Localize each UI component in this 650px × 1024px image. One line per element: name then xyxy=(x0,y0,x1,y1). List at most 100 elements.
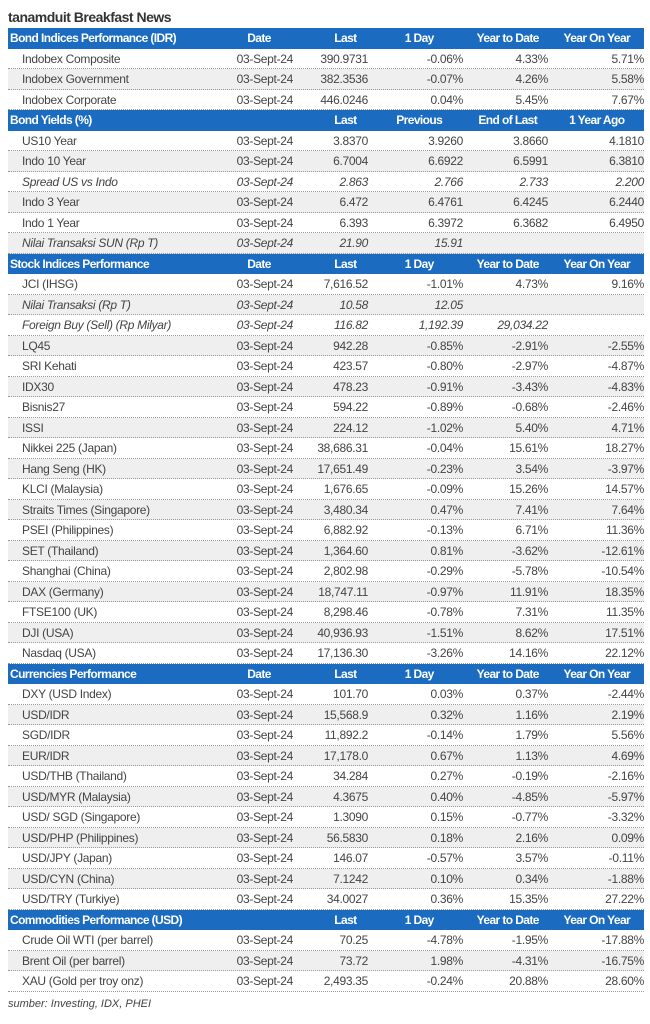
table-cell: 0.15% xyxy=(430,810,463,824)
table-cell: Indo 1 Year xyxy=(22,215,80,230)
table-cell: 7,616.52 xyxy=(323,277,369,291)
table-cell: 15.61% xyxy=(509,441,548,455)
header-cell xyxy=(210,910,299,931)
table-cell: Nilai Transaksi SUN (Rp T) xyxy=(22,236,158,250)
source-note: sumber: Investing, IDX, PHEI xyxy=(8,997,152,1010)
table-cell: 40,936.93 xyxy=(317,625,368,640)
header-cell: Year to Date xyxy=(476,256,540,271)
table-cell: DJI (USA) xyxy=(22,625,74,640)
table-cell: -4.87% xyxy=(607,359,645,373)
table-cell: 03-Sept-24 xyxy=(236,974,294,988)
table-cell: -2.97% xyxy=(511,359,549,373)
table-cell: 8,298.46 xyxy=(323,605,369,619)
table-cell: 423.57 xyxy=(333,359,368,373)
table-cell: 34.284 xyxy=(333,769,368,783)
table-cell: 1.13% xyxy=(515,748,548,763)
table-cell: 0.37% xyxy=(515,687,548,701)
table-cell: USD/IDR xyxy=(22,707,70,722)
table-cell: 942.28 xyxy=(333,338,368,353)
table-cell: 2.766 xyxy=(434,174,463,189)
header-cell: 1 Year Ago xyxy=(569,113,625,127)
table-cell: 14.57% xyxy=(605,482,644,496)
table-cell: -1.01% xyxy=(426,277,464,291)
table-row: PSEI (Philippines) 03-Sept-24 6,882.92 -0.1… xyxy=(8,520,644,541)
table-cell: 7.41% xyxy=(515,502,548,517)
table-cell: Straits Times (Singapore) xyxy=(22,502,150,517)
table-cell: 03-Sept-24 xyxy=(236,359,294,373)
table-cell: 101.70 xyxy=(333,687,368,701)
table-cell: 14.16% xyxy=(509,646,548,660)
header-cell: Date xyxy=(247,256,271,271)
table-cell: 12.05 xyxy=(434,297,463,312)
header-cell: Commodities Performance (USD) xyxy=(10,912,183,927)
header-cell: 1 Day xyxy=(404,256,435,271)
table-cell: SET (Thailand) xyxy=(22,543,99,558)
table-row: Foreign Buy (Sell) (Rp Milyar) 03-Sept-24… xyxy=(8,315,644,336)
table-row: Hang Seng (HK) 03-Sept-24 17,651.49 -0.23% 3… xyxy=(8,458,644,479)
table-cell: 03-Sept-24 xyxy=(236,400,294,414)
header-cell: Year to Date xyxy=(476,666,540,681)
table-cell: 03-Sept-24 xyxy=(236,461,294,476)
table-row: SET (Thailand) 03-Sept-24 1,364.60 0.81% -3.… xyxy=(8,540,644,561)
table-cell: -0.07% xyxy=(426,72,464,86)
table-cell: 56.5830 xyxy=(326,830,369,845)
table-cell: -1.88% xyxy=(607,871,645,886)
table-cell xyxy=(548,233,644,253)
table-cell: -4.31% xyxy=(511,953,549,968)
table-cell: 4.33% xyxy=(515,51,548,66)
header-cell: 1 Day xyxy=(404,912,435,927)
table-cell: 03-Sept-24 xyxy=(236,338,294,353)
table-cell: 1,192.39 xyxy=(418,318,464,332)
table-cell: 390.9731 xyxy=(320,51,368,66)
table-cell: 03-Sept-24 xyxy=(236,810,294,824)
table-row: USD/MYR (Malaysia) 03-Sept-24 4.3675 0.40% -… xyxy=(8,786,644,807)
table-cell: 5.45% xyxy=(515,92,548,107)
table-cell: Spread US vs Indo xyxy=(22,174,118,189)
table-cell: -1.95% xyxy=(511,933,549,947)
header-cell xyxy=(210,110,299,131)
table-cell: Shanghai (China) xyxy=(22,564,111,578)
header-cell: Date xyxy=(247,666,271,681)
table-cell: -5.78% xyxy=(511,564,549,578)
header-cell: Year On Year xyxy=(563,666,631,681)
table-row: USD/IDR 03-Sept-24 15,568.9 0.32% 1.16% 2.19% xyxy=(8,704,644,725)
table-cell: 8.62% xyxy=(515,625,548,640)
section-header: Bond Indices Performance (IDR) Date Last 1 … xyxy=(8,28,644,49)
table-cell: -1.02% xyxy=(426,420,464,435)
table-cell: LQ45 xyxy=(22,338,51,353)
table-cell: 03-Sept-24 xyxy=(236,154,294,168)
table-cell: -4.83% xyxy=(607,379,645,394)
table-cell: US10 Year xyxy=(22,133,77,148)
table-cell: 0.67% xyxy=(430,748,463,763)
table-cell: USD/PHP (Philippines) xyxy=(22,830,139,845)
table-cell: 11,892.2 xyxy=(324,728,369,742)
table-cell: -10.54% xyxy=(601,564,644,578)
table-cell: EUR/IDR xyxy=(22,748,70,763)
section-header: Currencies Performance Date Last 1 Day Year … xyxy=(8,663,644,684)
table-cell: 18.27% xyxy=(605,441,644,455)
table-cell: 7.31% xyxy=(515,605,548,619)
table-cell: -0.19% xyxy=(511,769,549,783)
table-cell: XAU (Gold per troy onz) xyxy=(22,974,144,988)
table-cell: -16.75% xyxy=(601,953,644,968)
table-cell: 03-Sept-24 xyxy=(236,297,294,312)
table-row: DJI (USA) 03-Sept-24 40,936.93 -1.51% 8.62% 1… xyxy=(8,622,644,643)
table-cell: 0.34% xyxy=(515,871,548,886)
table-cell: 03-Sept-24 xyxy=(236,830,294,845)
table-row: FTSE100 (UK) 03-Sept-24 8,298.46 -0.78% 7.31… xyxy=(8,602,644,623)
table-cell: 03-Sept-24 xyxy=(236,420,294,435)
table-cell: -0.23% xyxy=(426,461,464,476)
table-cell: Nikkei 225 (Japan) xyxy=(22,441,117,455)
table-cell: USD/TRY (Turkiye) xyxy=(22,892,120,906)
table-row: Crude Oil WTI (per barrel) 03-Sept-24 70.2… xyxy=(8,930,644,951)
table-cell: -0.97% xyxy=(426,584,464,599)
table-cell: 17,136.30 xyxy=(317,646,368,660)
table-cell: 22.12% xyxy=(605,646,644,660)
table-row: Nikkei 225 (Japan) 03-Sept-24 38,686.31 -0.… xyxy=(8,438,644,459)
table-cell: 29,034.22 xyxy=(497,318,548,332)
table-row: SGD/IDR 03-Sept-24 11,892.2 -0.14% 1.79% 5.56… xyxy=(8,725,644,746)
table-cell: -0.80% xyxy=(426,359,464,373)
table-cell: -0.06% xyxy=(426,51,464,66)
table-cell: 2.200 xyxy=(615,174,644,189)
table-cell: 3,480.34 xyxy=(323,502,369,517)
